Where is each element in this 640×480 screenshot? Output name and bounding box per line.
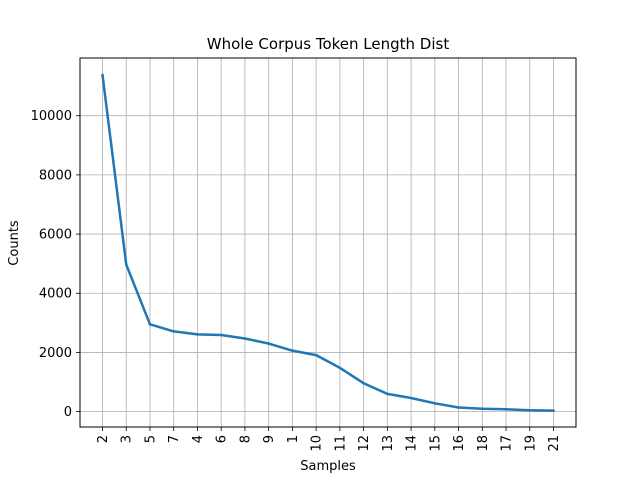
- data-point: [504, 407, 508, 411]
- series-lines: [101, 73, 555, 412]
- data-point: [528, 409, 532, 412]
- x-tick-label: 14: [405, 435, 420, 452]
- data-point: [196, 333, 199, 336]
- x-tick-label: 5: [143, 435, 158, 443]
- data-point: [457, 406, 460, 409]
- data-point: [267, 342, 270, 345]
- x-tick-label: 7: [167, 435, 182, 443]
- data-point: [338, 366, 342, 370]
- data-point: [362, 381, 365, 385]
- data-point: [172, 330, 175, 333]
- y-tick-label: 8000: [39, 168, 72, 183]
- x-tick-label: 17: [500, 435, 515, 452]
- x-tick-label: 8: [238, 435, 253, 443]
- x-tick-label: 12: [357, 435, 372, 452]
- x-axis-label: Samples: [300, 459, 356, 474]
- x-tick-label: 9: [262, 435, 277, 443]
- x-tick-label: 10: [310, 435, 325, 452]
- data-point: [291, 349, 294, 352]
- data-point: [243, 337, 247, 340]
- x-tick-label: 11: [333, 435, 348, 452]
- x-tick-label: 15: [428, 435, 443, 452]
- x-tick-label: 13: [381, 435, 396, 452]
- data-point: [124, 263, 128, 266]
- grid: [80, 58, 576, 427]
- data-point: [386, 392, 389, 396]
- plot-frame: [79, 57, 577, 428]
- data-point: [314, 353, 318, 357]
- data-point: [552, 409, 555, 412]
- x-tick-label: 4: [191, 435, 206, 443]
- y-axis-label: Counts: [7, 220, 22, 266]
- data-point: [481, 407, 484, 411]
- series-line: [101, 73, 555, 412]
- y-tick-label: 0: [64, 405, 72, 420]
- data-point: [219, 333, 223, 337]
- x-tick-label: 21: [547, 435, 562, 452]
- data-point: [409, 396, 413, 400]
- x-tick-label: 19: [523, 435, 538, 452]
- data-point: [433, 402, 437, 405]
- x-tick-label: 2: [96, 435, 111, 443]
- data-point: [101, 73, 104, 77]
- x-tick-label: 16: [452, 435, 467, 452]
- plot-area: [80, 58, 576, 427]
- x-tick-label: 6: [215, 435, 230, 443]
- x-tick-label: 18: [476, 435, 491, 452]
- y-tick-label: 10000: [31, 109, 72, 124]
- y-tick-label: 2000: [39, 346, 72, 361]
- y-tick-label: 4000: [39, 287, 72, 302]
- data-point: [148, 323, 152, 326]
- chart-title: Whole Corpus Token Length Dist: [207, 35, 450, 53]
- y-tick-label: 6000: [39, 228, 72, 243]
- x-tick-label: 1: [286, 435, 301, 443]
- x-tick-label: 3: [120, 435, 135, 443]
- ticks: 2 3 5 7 4 6 8 9 1 10 11 12 13 14 15 16 18 17 19 21 0 2000 4000…: [31, 109, 562, 451]
